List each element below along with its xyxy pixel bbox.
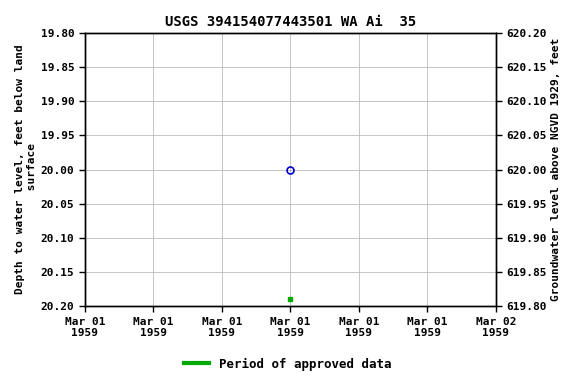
Title: USGS 394154077443501 WA Ai  35: USGS 394154077443501 WA Ai 35	[165, 15, 416, 29]
Y-axis label: Groundwater level above NGVD 1929, feet: Groundwater level above NGVD 1929, feet	[551, 38, 561, 301]
Legend: Period of approved data: Period of approved data	[179, 353, 397, 376]
Y-axis label: Depth to water level, feet below land
 surface: Depth to water level, feet below land su…	[15, 45, 37, 295]
